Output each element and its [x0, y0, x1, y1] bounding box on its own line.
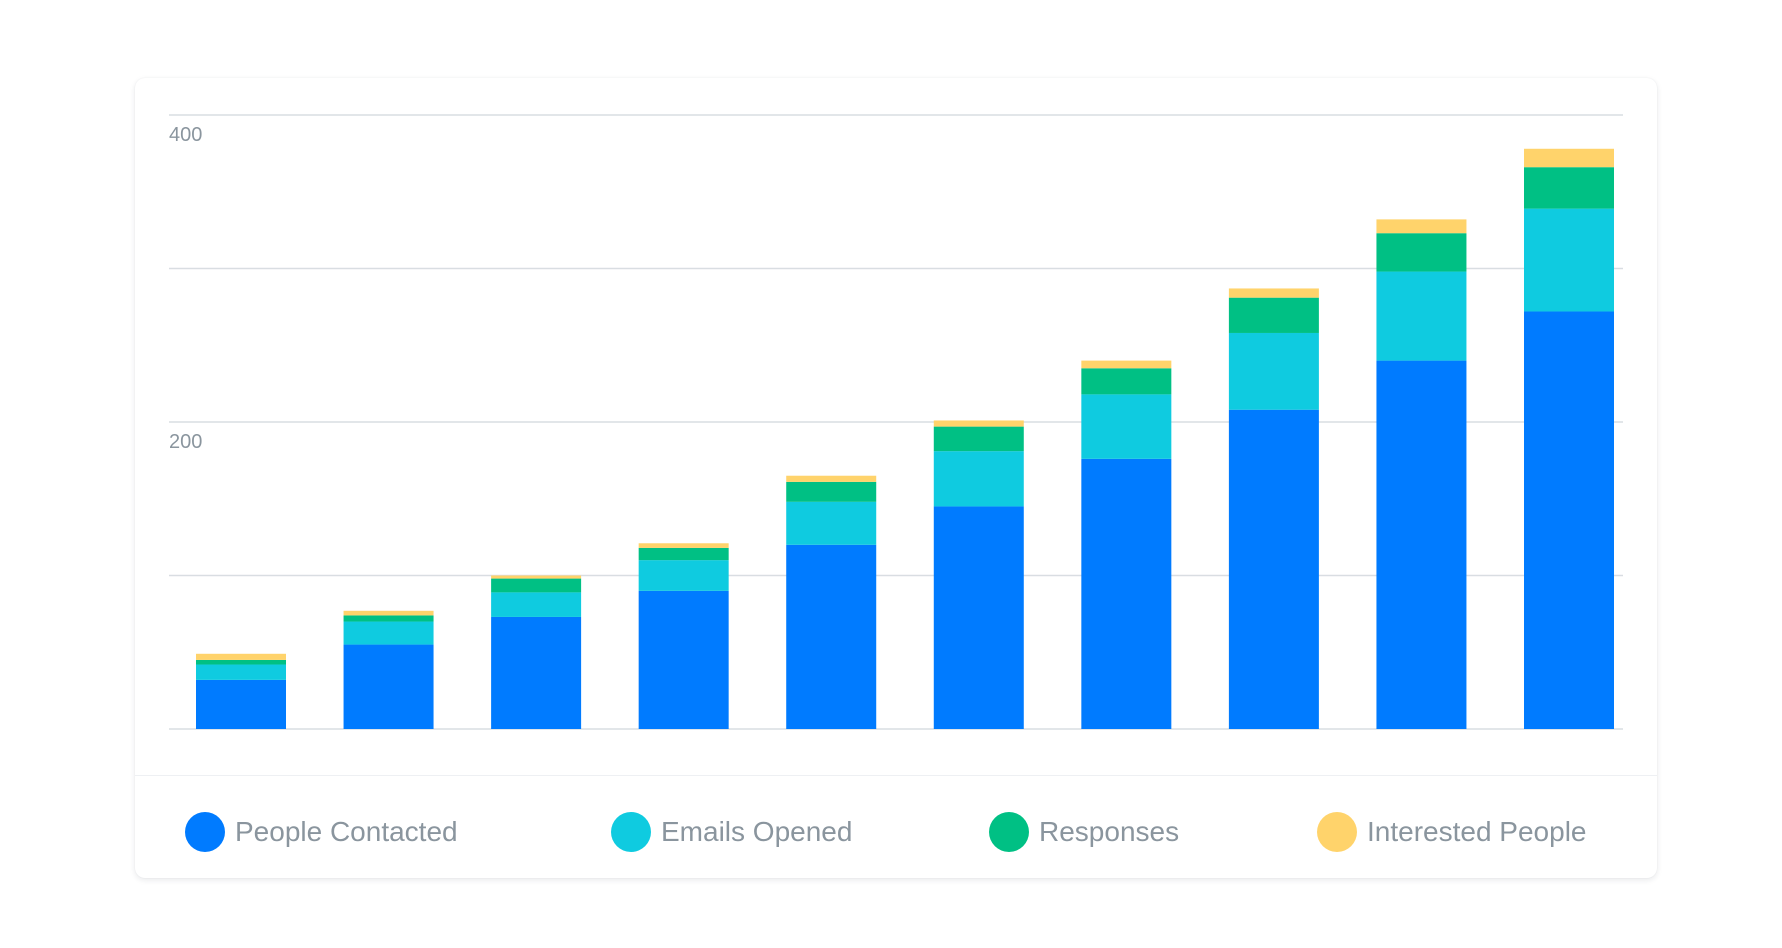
bar-segment-interested-people[interactable]	[933, 420, 1024, 427]
bar-segment-people-contacted[interactable]	[786, 544, 877, 729]
legend-dot-icon	[989, 812, 1029, 852]
bar-segment-responses[interactable]	[1228, 297, 1319, 333]
bar-segment-responses[interactable]	[786, 481, 877, 502]
legend-item-interested-people[interactable]: Interested People	[1317, 812, 1587, 852]
bar-segment-emails-opened[interactable]	[196, 664, 286, 680]
bar-segment-emails-opened[interactable]	[933, 451, 1024, 507]
bar-segment-people-contacted[interactable]	[933, 506, 1024, 729]
bar-segment-responses[interactable]	[638, 547, 729, 561]
bar-stack	[1081, 360, 1172, 729]
bar-segment-interested-people[interactable]	[343, 610, 434, 616]
bar-stack	[1376, 219, 1467, 729]
legend-label: Emails Opened	[661, 816, 853, 847]
bar-segment-emails-opened[interactable]	[1228, 332, 1319, 410]
bar-segment-emails-opened[interactable]	[343, 621, 434, 645]
bar-segment-emails-opened[interactable]	[786, 501, 877, 545]
bar-segment-emails-opened[interactable]	[491, 592, 582, 617]
bar-stack	[933, 420, 1024, 729]
bar-segment-people-contacted[interactable]	[491, 616, 582, 729]
bar-segment-interested-people[interactable]	[491, 575, 582, 579]
legend-dot-icon	[611, 812, 651, 852]
bar-stack	[491, 575, 582, 729]
legend-dot-icon	[185, 812, 225, 852]
bar-segment-interested-people[interactable]	[196, 653, 286, 660]
bar-segment-responses[interactable]	[343, 615, 434, 622]
legend-item-emails-opened[interactable]: Emails Opened	[611, 812, 852, 852]
y-tick-label: 200	[169, 431, 202, 453]
bar-segment-people-contacted[interactable]	[1228, 409, 1319, 729]
chart-legend: People Contacted Emails Opened Responses In…	[135, 775, 1657, 878]
bar-segment-emails-opened[interactable]	[1524, 208, 1614, 312]
bar-segment-responses[interactable]	[933, 426, 1024, 452]
bar-segment-responses[interactable]	[1081, 368, 1172, 395]
legend-dot-icon	[1317, 812, 1357, 852]
bar-segment-emails-opened[interactable]	[1081, 394, 1172, 459]
bar-stack	[1524, 148, 1614, 729]
bar-segment-people-contacted[interactable]	[1081, 458, 1172, 729]
legend-item-people-contacted[interactable]: People Contacted	[185, 812, 458, 852]
bar-segment-emails-opened[interactable]	[638, 560, 729, 591]
bar-stack	[343, 610, 434, 729]
bar-segment-interested-people[interactable]	[1524, 148, 1614, 168]
chart-plot-area: 200 400	[135, 78, 1657, 775]
legend-label: Responses	[1039, 816, 1180, 847]
bar-segment-interested-people[interactable]	[1228, 288, 1319, 298]
legend-label: Interested People	[1367, 816, 1587, 847]
bar-segment-people-contacted[interactable]	[196, 679, 286, 729]
bar-segment-emails-opened[interactable]	[1376, 271, 1467, 361]
bar-segment-responses[interactable]	[196, 659, 286, 665]
bar-segment-responses[interactable]	[1524, 167, 1614, 209]
bar-stack	[638, 543, 729, 729]
legend-item-responses[interactable]: Responses	[989, 812, 1179, 852]
y-tick-label: 400	[169, 124, 202, 146]
bar-segment-people-contacted[interactable]	[343, 644, 434, 729]
bar-segment-people-contacted[interactable]	[1376, 360, 1467, 729]
bar-segment-people-contacted[interactable]	[638, 590, 729, 729]
legend-label: People Contacted	[235, 816, 458, 847]
bar-segment-interested-people[interactable]	[1081, 360, 1172, 369]
bar-stack	[196, 653, 286, 729]
bar-segment-people-contacted[interactable]	[1524, 311, 1614, 729]
bar-segment-interested-people[interactable]	[638, 543, 729, 548]
chart-card: 200 400 People Contacted Emails Opened Resp…	[135, 78, 1657, 878]
bar-segment-responses[interactable]	[1376, 233, 1467, 272]
stacked-bar-chart: 200 400	[169, 114, 1623, 730]
bar-segment-interested-people[interactable]	[786, 475, 877, 482]
bar-stack	[1228, 288, 1319, 729]
bar-segment-interested-people[interactable]	[1376, 219, 1467, 234]
bar-segment-responses[interactable]	[491, 578, 582, 593]
bar-stack	[786, 475, 877, 729]
